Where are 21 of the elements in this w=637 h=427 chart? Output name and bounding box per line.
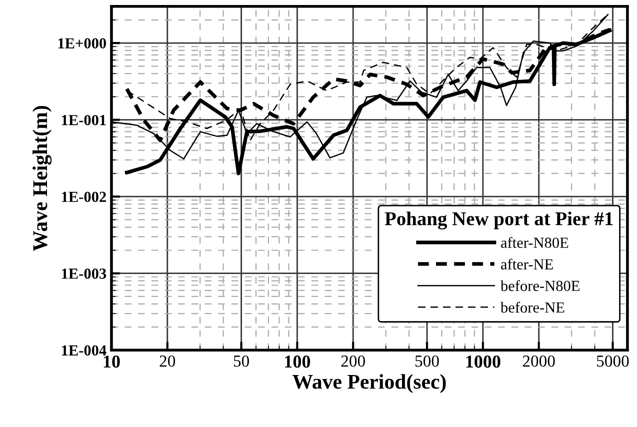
y-tick-label: 1E-001	[62, 114, 106, 126]
x-tick-label: 5000	[597, 355, 629, 367]
x-tick-label: 1000	[466, 356, 500, 368]
x-tick-label: 500	[415, 355, 439, 367]
x-tick-label: 50	[234, 355, 249, 367]
x-tick-label: 20	[160, 355, 176, 367]
x-tick-label: 200	[341, 355, 365, 367]
y-tick-label: 1E+000	[58, 38, 106, 48]
x-tick-label: 2000	[522, 355, 555, 367]
y-tick-label: 1E-004	[62, 345, 106, 356]
y-tick-label: 1E-002	[62, 192, 106, 202]
y-tick-label: 1E-003	[62, 268, 106, 279]
x-tick-label: 10	[104, 356, 120, 368]
x-axis-title: Wave Period(sec)	[292, 374, 446, 394]
legend-label: after-N80E	[501, 236, 568, 248]
legend-label: after-NE	[501, 258, 553, 270]
legend-title: Pohang New port at Pier #1	[384, 212, 613, 230]
legend-label: before-NE	[500, 302, 564, 313]
legend-label: before-N80E	[500, 280, 580, 292]
y-axis-title: Wave Height(m)	[32, 106, 52, 252]
x-tick-label: 100	[285, 356, 310, 368]
